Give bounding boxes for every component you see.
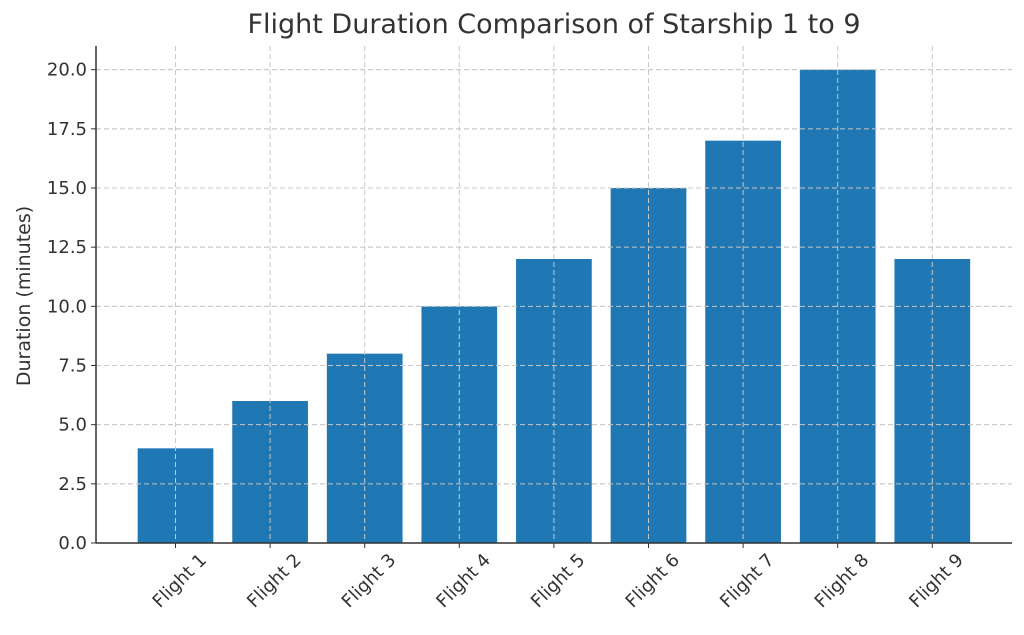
y-tick-label: 10.0 — [47, 296, 87, 317]
y-tick-label: 20.0 — [47, 60, 87, 81]
y-axis-label: Duration (minutes) — [13, 206, 35, 386]
bars-layer — [96, 46, 1012, 544]
x-tick-label: Flight 1 — [149, 550, 212, 613]
x-tick-label: Flight 6 — [622, 550, 685, 613]
y-tick-label: 5.0 — [58, 415, 87, 436]
x-tick-label: Flight 5 — [527, 550, 590, 613]
x-tick-label: Flight 7 — [716, 550, 779, 613]
x-tick-label: Flight 4 — [432, 550, 495, 613]
x-tick-label: Flight 8 — [811, 550, 874, 613]
y-tick-label: 15.0 — [47, 178, 87, 199]
y-tick-label: 17.5 — [47, 119, 87, 140]
x-tick-label: Flight 3 — [338, 550, 401, 613]
y-tick-label: 12.5 — [47, 237, 87, 258]
x-tick-label: Flight 2 — [243, 550, 306, 613]
chart-title: Flight Duration Comparison of Starship 1… — [247, 9, 860, 40]
y-tick-label: 2.5 — [58, 474, 87, 495]
y-tick-label: 0.0 — [58, 533, 87, 554]
y-tick-label: 7.5 — [58, 356, 87, 377]
x-tick-label: Flight 9 — [905, 550, 968, 613]
